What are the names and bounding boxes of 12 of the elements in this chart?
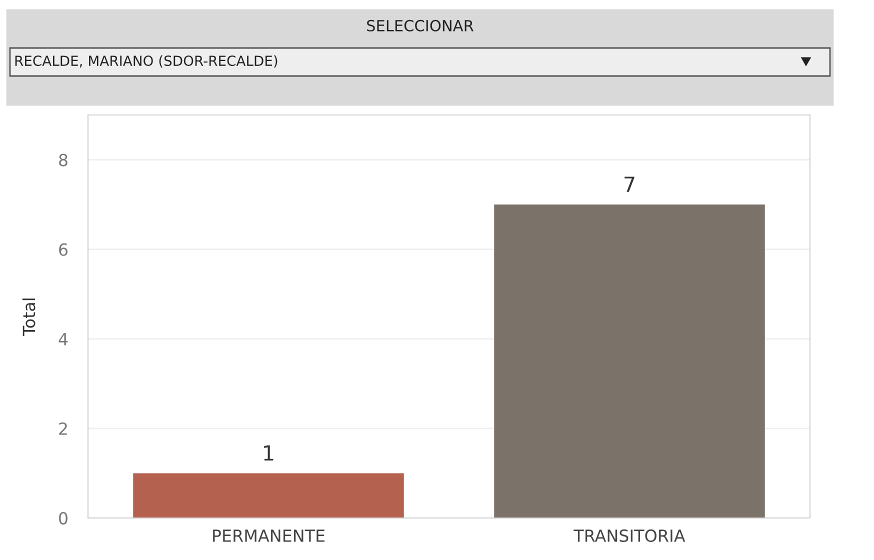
y-axis-title: Total — [22, 298, 36, 336]
y-tick-label: 4 — [58, 333, 68, 346]
x-tick-label: PERMANENTE — [213, 530, 324, 542]
y-tick-label: 2 — [59, 422, 67, 435]
y-tick-label: 8 — [59, 154, 68, 166]
data-label: 1 — [264, 445, 274, 461]
y-tick-label: 0 — [59, 512, 68, 525]
x-tick-label: TRANSITORIA — [574, 529, 686, 542]
data-label: 7 — [624, 176, 634, 192]
text: RECALDE, MARIANO (SDOR-RECALDE) — [15, 55, 278, 68]
chart-title: SELECCIONAR — [367, 20, 474, 32]
y-tick-label: 6 — [59, 243, 68, 256]
